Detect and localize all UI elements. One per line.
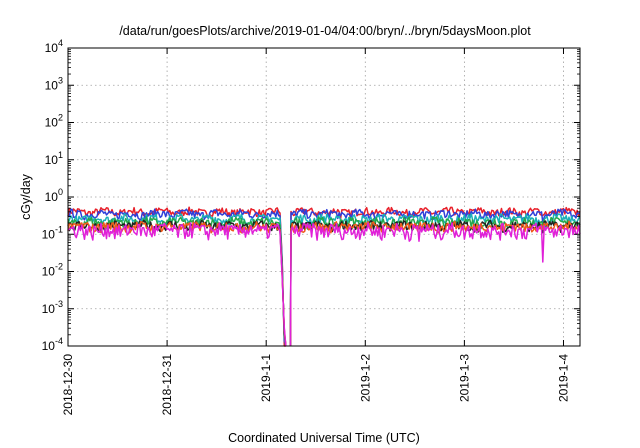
series-line [67, 206, 286, 347]
x-tick-label: 2018-12-31 [160, 354, 174, 416]
y-tick-label: 101 [45, 150, 63, 167]
series-line [67, 220, 287, 347]
y-tick-label: 100 [45, 187, 63, 204]
y-axis-label: cGy/day [19, 173, 33, 220]
series-line [67, 216, 287, 347]
series-line [67, 219, 287, 347]
x-tick-label: 2018-12-30 [61, 354, 75, 416]
x-tick-label: 2019-1-1 [259, 354, 273, 402]
series-group [67, 206, 581, 347]
y-tick-label: 104 [45, 38, 63, 55]
series-line [289, 213, 581, 347]
series-line [67, 208, 287, 347]
series-line [289, 222, 581, 347]
y-tick-label: 10-1 [42, 224, 63, 241]
x-tick-label: 2019-1-2 [358, 354, 372, 402]
y-tick-label: 102 [45, 113, 63, 130]
grid [67, 48, 580, 346]
x-axis-label: Coordinated Universal Time (UTC) [228, 431, 420, 445]
x-tick-label: 2019-1-4 [556, 354, 570, 402]
chart-title: /data/run/goesPlots/archive/2019-01-04/0… [119, 24, 531, 38]
y-tick-label: 10-2 [42, 262, 63, 279]
series-line [67, 222, 287, 347]
y-tick-label: 10-3 [42, 299, 63, 316]
x-tick-label: 2019-1-3 [457, 354, 471, 402]
y-tick-label: 103 [45, 75, 63, 92]
series-line [289, 219, 581, 347]
series-line [289, 220, 581, 347]
y-tick-label: 10-4 [42, 336, 63, 353]
